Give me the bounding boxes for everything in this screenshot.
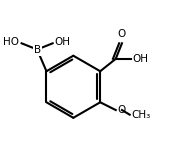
Text: HO: HO (2, 37, 18, 47)
Text: CH₃: CH₃ (131, 110, 151, 120)
Text: O: O (117, 105, 126, 115)
Text: OH: OH (54, 37, 70, 47)
Text: O: O (118, 29, 126, 39)
Text: OH: OH (133, 54, 149, 64)
Text: B: B (34, 45, 41, 55)
